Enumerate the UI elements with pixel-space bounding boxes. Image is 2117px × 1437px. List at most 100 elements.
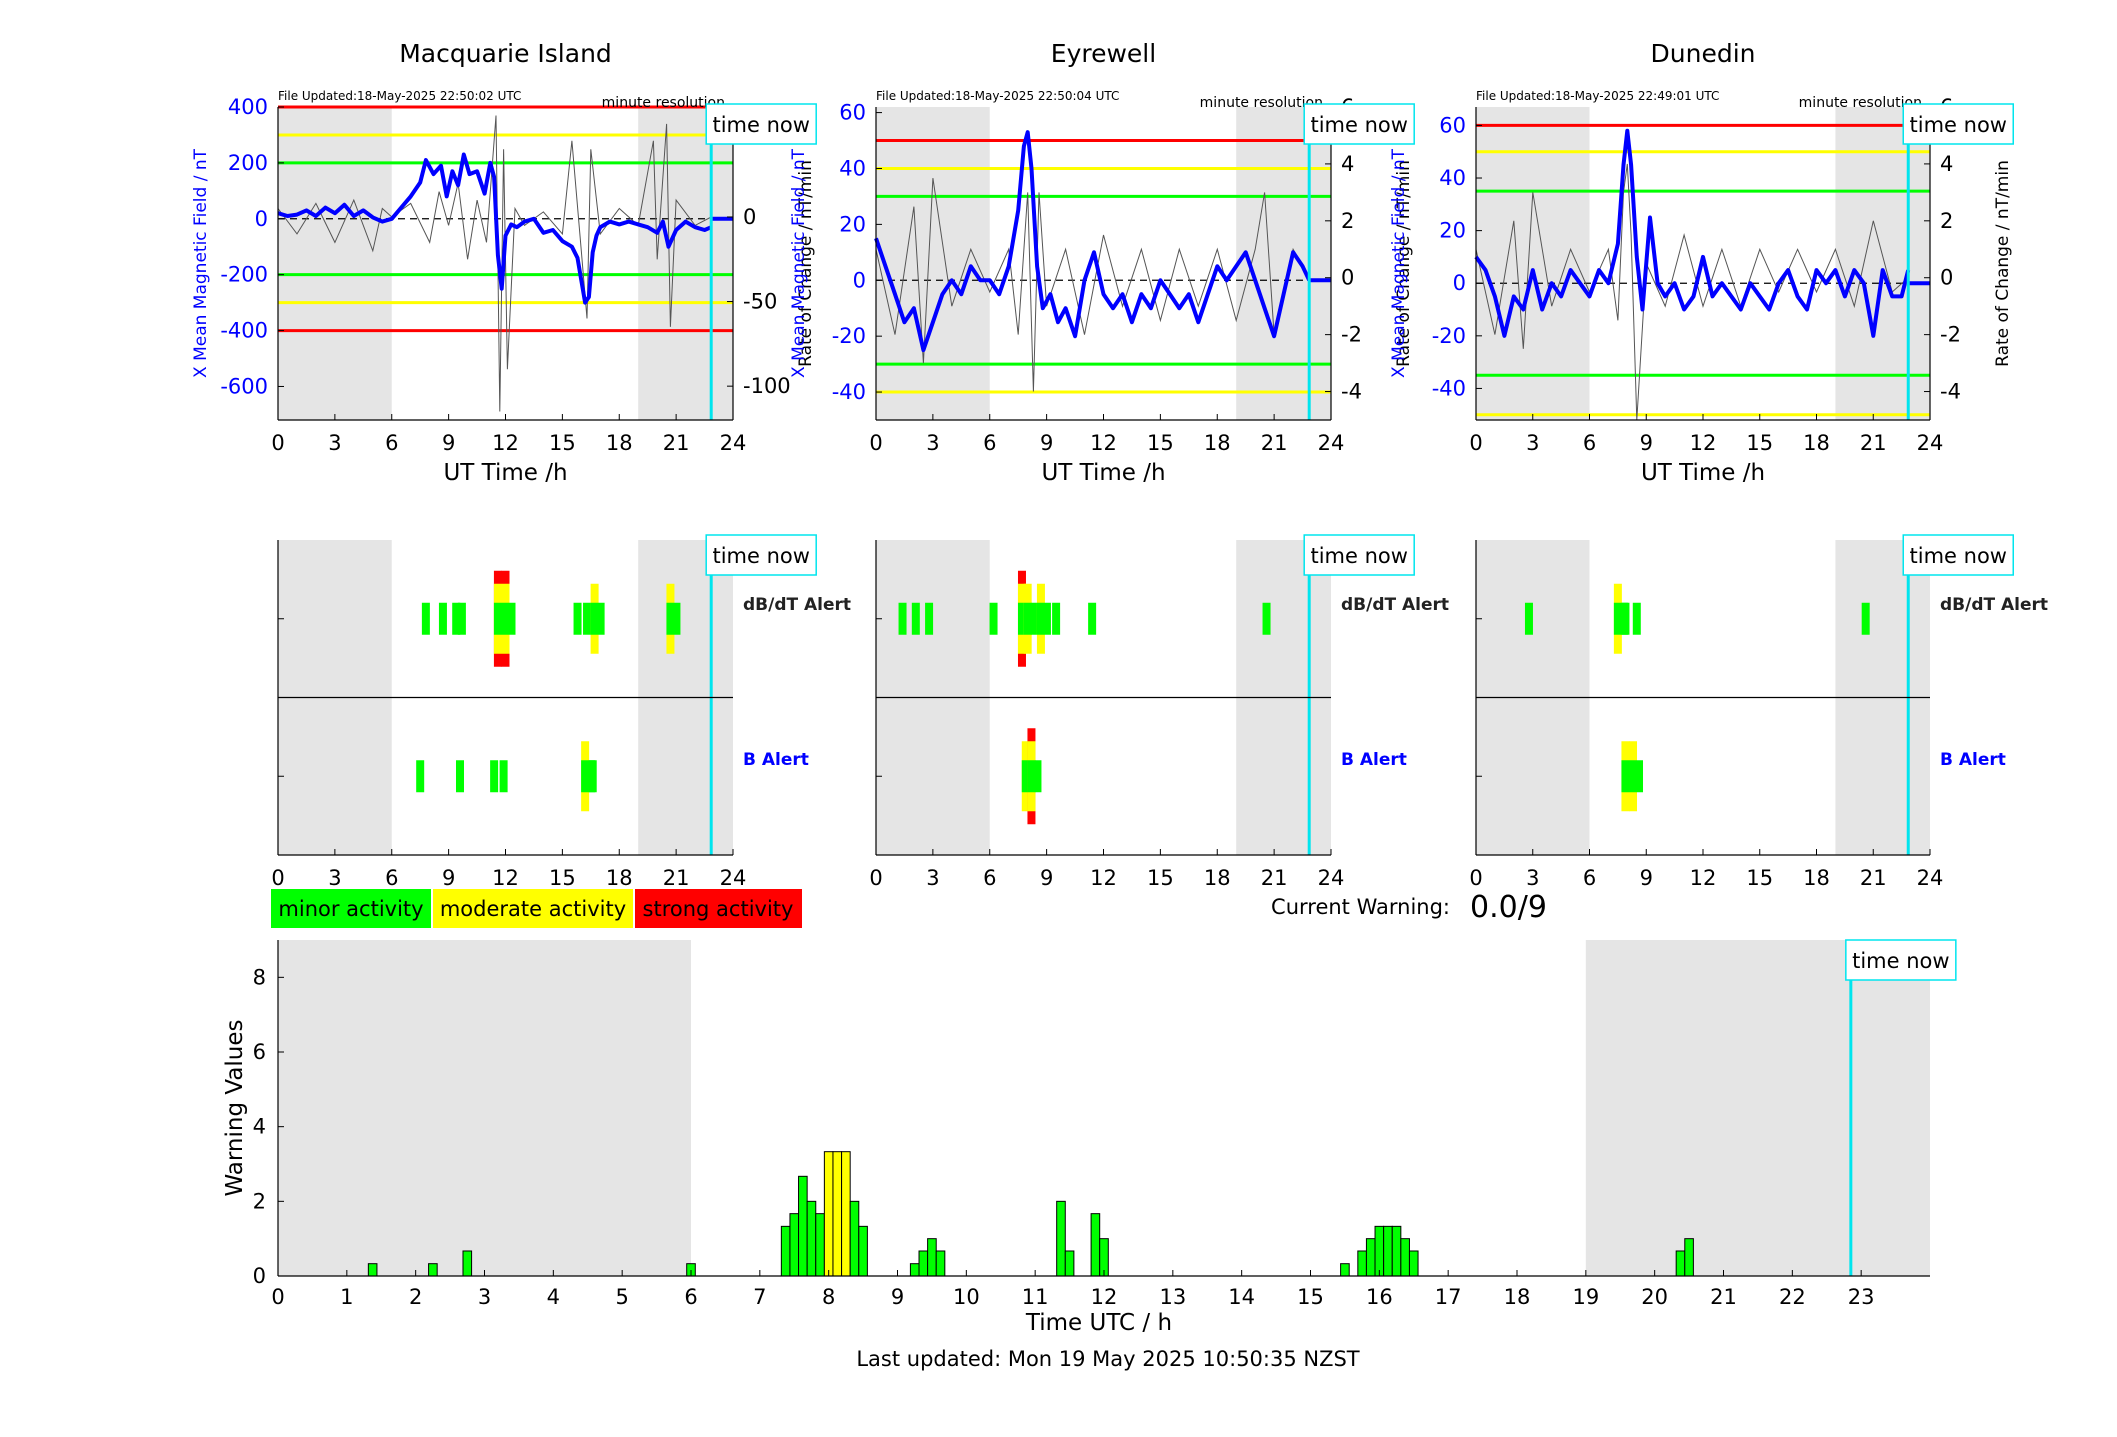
x-tick-label: 19 <box>1572 1285 1599 1309</box>
y-tick-label-right: -4 <box>1341 380 1362 404</box>
y-tick-label-left: -40 <box>832 380 866 404</box>
dbdt-alert-marker-minor <box>438 602 447 635</box>
x-tick-label: 12 <box>1090 431 1117 455</box>
y-tick-label-right: -2 <box>1341 323 1362 347</box>
y-tick-label-left: 0 <box>1453 271 1466 295</box>
y-tick-label-left: -20 <box>832 324 866 348</box>
y-axis-label-right: Rate of Change / nT/min <box>796 160 816 367</box>
x-tick-label: 6 <box>385 866 398 890</box>
x-tick-label: 24 <box>720 866 747 890</box>
y-tick-label-left: 200 <box>228 151 268 175</box>
y-tick-label: 0 <box>253 1264 266 1288</box>
dbdt-alert-marker-minor <box>898 602 907 635</box>
x-tick-label: 6 <box>684 1285 697 1309</box>
x-tick-label: 3 <box>478 1285 491 1309</box>
x-tick-label: 6 <box>983 431 996 455</box>
time-now-label: time now <box>712 544 809 568</box>
x-tick-label: 0 <box>271 866 284 890</box>
x-tick-label: 24 <box>1318 866 1345 890</box>
x-tick-label: 23 <box>1848 1285 1875 1309</box>
dbdt-alert-row-label: dB/dT Alert <box>1940 595 2048 615</box>
warning-bar <box>1400 1238 1410 1277</box>
b-alert-row-label: B Alert <box>1341 750 1407 770</box>
dbdt-alert-row-label: dB/dT Alert <box>1341 595 1449 615</box>
time-now-box <box>1303 103 1415 145</box>
x-tick-label: 0 <box>869 866 882 890</box>
y-tick-label: 8 <box>253 965 266 989</box>
warning-bar <box>918 1250 929 1277</box>
y-tick-label-left: 60 <box>839 101 866 125</box>
b-alert-row-label: B Alert <box>1940 750 2006 770</box>
x-tick-label: 18 <box>606 866 633 890</box>
time-now-box <box>1902 103 2014 145</box>
x-tick-label: 9 <box>891 1285 904 1309</box>
x-tick-label: 3 <box>328 866 341 890</box>
x-tick-label: 9 <box>442 431 455 455</box>
time-now-label: time now <box>1910 113 2007 137</box>
y-axis-label: Warning Values <box>222 1019 248 1196</box>
x-tick-label: 10 <box>953 1285 980 1309</box>
dbdt-alert-marker-minor <box>1052 602 1061 635</box>
dbdt-alert-marker-minor <box>457 602 466 635</box>
night-shade <box>876 107 990 420</box>
file-updated-note: File Updated:18-May-2025 22:50:02 UTC <box>278 89 521 103</box>
legend-strong-label: strong activity <box>643 897 794 921</box>
y-tick-label-left: 60 <box>1439 113 1466 137</box>
dbdt-alert-marker-minor <box>925 602 934 635</box>
warning-bar <box>1383 1225 1393 1277</box>
x-tick-label: 9 <box>1040 431 1053 455</box>
y-tick-label-right: 0 <box>1940 266 1953 290</box>
warning-bar <box>428 1263 438 1277</box>
x-tick-label: 9 <box>1640 431 1653 455</box>
y-axis-label-right: Rate of Change / nT/min <box>1394 160 1414 367</box>
dbdt-alert-marker-minor <box>452 602 461 635</box>
warning-bar <box>823 1151 834 1277</box>
y-tick-label-right: 0 <box>1341 266 1354 290</box>
y-tick-label-right: -100 <box>743 374 791 398</box>
x-field-trace <box>277 152 712 305</box>
legend-strong-swatch <box>633 887 804 930</box>
x-axis-label: UT Time /h <box>1641 460 1765 486</box>
warning-bar <box>935 1250 946 1277</box>
night-shade <box>278 940 691 1276</box>
x-tick-label: 12 <box>492 431 519 455</box>
dbdt-alert-marker-minor <box>911 602 920 635</box>
y-tick-label-left: 40 <box>1439 166 1466 190</box>
y-tick-label-right: 2 <box>1341 209 1354 233</box>
y-axis-label-right: Rate of Change / nT/min <box>1993 160 2013 367</box>
b-alert-row-label: B Alert <box>743 750 809 770</box>
warning-bar <box>789 1213 800 1277</box>
dbdt-alert-marker-minor <box>1088 602 1097 635</box>
dbdt-alert-marker-minor <box>1023 602 1038 635</box>
b-alert-marker-minor <box>588 760 597 793</box>
y-tick-label-left: -600 <box>220 374 268 398</box>
station-title: Macquarie Island <box>399 39 612 68</box>
legend-minor-label: minor activity <box>278 897 423 921</box>
x-tick-label: 6 <box>385 431 398 455</box>
time-now-label: time now <box>1310 544 1407 568</box>
y-tick-label: 2 <box>253 1189 266 1213</box>
dbdt-alert-marker-minor <box>1861 602 1870 635</box>
x-tick-label: 18 <box>1803 431 1830 455</box>
x-tick-label: 12 <box>1690 431 1717 455</box>
b-alert-marker-minor <box>499 760 508 793</box>
dbdt-alert-marker-minor <box>1262 602 1271 635</box>
warning-bar <box>462 1250 473 1277</box>
dbdt-alert-marker-minor <box>1621 602 1630 635</box>
warning-bar <box>798 1175 808 1277</box>
warning-bar <box>367 1263 378 1277</box>
night-shade <box>638 107 733 420</box>
x-tick-label: 15 <box>1147 431 1174 455</box>
warning-bar <box>806 1200 817 1277</box>
x-tick-label: 1 <box>340 1285 353 1309</box>
x-tick-label: 15 <box>1746 431 1773 455</box>
warning-bar <box>832 1151 843 1277</box>
y-tick-label-left: -40 <box>1432 376 1466 400</box>
x-tick-label: 3 <box>1526 431 1539 455</box>
x-tick-label: 0 <box>271 431 284 455</box>
night-shade <box>278 107 392 420</box>
x-tick-label: 12 <box>1690 866 1717 890</box>
x-tick-label: 9 <box>1640 866 1653 890</box>
warning-bar <box>1684 1238 1694 1277</box>
y-tick-label-left: 20 <box>839 212 866 236</box>
